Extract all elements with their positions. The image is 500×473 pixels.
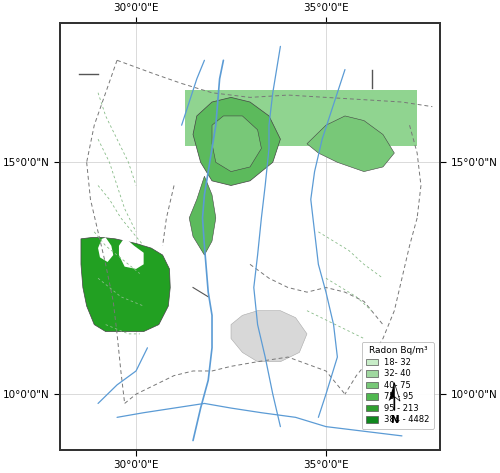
Polygon shape [394, 383, 400, 401]
Polygon shape [98, 237, 113, 262]
Polygon shape [388, 383, 394, 401]
Legend: 18- 32, 32- 40, 40- 75, 75 - 95, 95 - 213, 384 - 4482: 18- 32, 32- 40, 40- 75, 75 - 95, 95 - 21… [362, 342, 434, 429]
Text: N: N [390, 415, 398, 425]
Polygon shape [81, 237, 170, 332]
Polygon shape [307, 116, 394, 172]
Polygon shape [119, 237, 144, 269]
Polygon shape [231, 311, 307, 362]
Polygon shape [193, 97, 280, 185]
Bar [186, 90, 417, 146]
Polygon shape [212, 116, 262, 172]
Polygon shape [189, 176, 216, 255]
